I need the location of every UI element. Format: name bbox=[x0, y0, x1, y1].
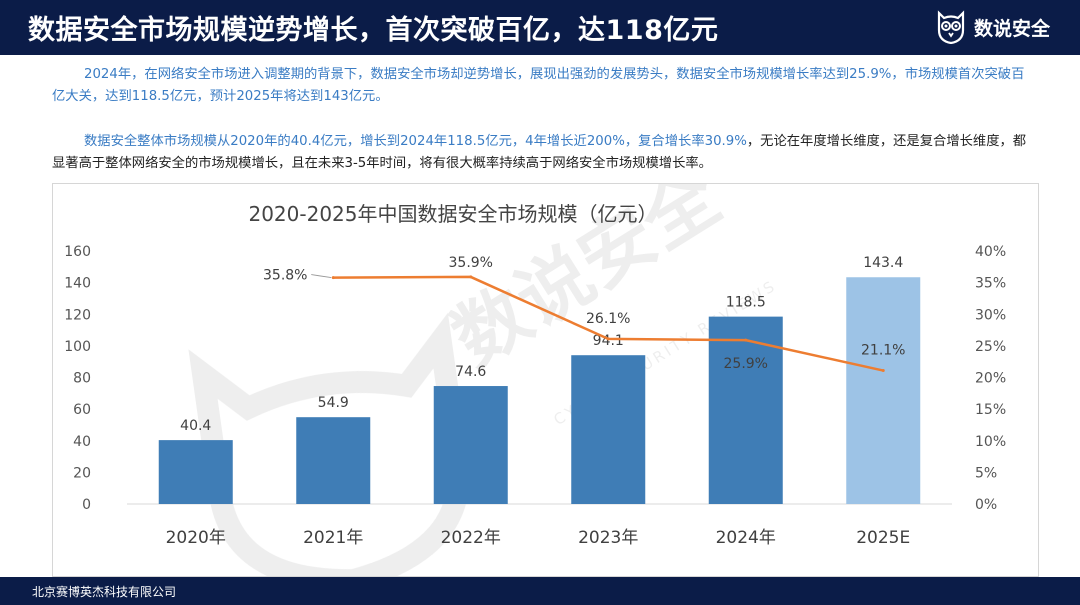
growth-rate-point bbox=[606, 337, 610, 341]
y2-tick-label: 30% bbox=[975, 307, 1006, 323]
bar bbox=[296, 417, 371, 504]
header-bar: 数据安全市场规模逆势增长，首次突破百亿，达118亿元 数说安全 bbox=[0, 0, 1080, 55]
bar-series bbox=[158, 277, 921, 504]
bar bbox=[846, 277, 921, 504]
y-tick-label: 160 bbox=[64, 244, 91, 260]
x-tick-label: 2025E bbox=[856, 528, 910, 548]
growth-rate-label: 25.9% bbox=[724, 356, 768, 372]
y2-tick-label: 0% bbox=[975, 497, 997, 513]
growth-rate-point bbox=[744, 338, 748, 342]
bar-value-label: 143.4 bbox=[863, 255, 903, 271]
bar-value-label: 54.9 bbox=[318, 395, 349, 411]
bar-value-label: 94.1 bbox=[593, 333, 624, 349]
y-tick-label: 60 bbox=[73, 402, 91, 418]
growth-rate-label: 35.9% bbox=[449, 255, 493, 271]
y-tick-label: 0 bbox=[82, 497, 91, 513]
bar-value-label: 74.6 bbox=[455, 364, 486, 380]
watermark: 数说安全 CYBERSECURITY REVIEWS bbox=[188, 153, 780, 592]
y-tick-label: 80 bbox=[73, 371, 91, 387]
y2-tick-label: 10% bbox=[975, 434, 1006, 450]
owl-logo-icon bbox=[937, 10, 965, 44]
x-tick-label: 2022年 bbox=[441, 528, 501, 548]
chart-panel: 数说安全 CYBERSECURITY REVIEWS 2020-2025年中国数… bbox=[52, 153, 1039, 592]
growth-rate-label: 26.1% bbox=[586, 311, 630, 327]
page-title: 数据安全市场规模逆势增长，首次突破百亿，达118亿元 bbox=[28, 15, 719, 46]
summary-paragraph: 数据安全整体市场规模从2020年的40.4亿元，增长到2024年118.5亿元，… bbox=[52, 131, 1037, 175]
y-tick-label: 20 bbox=[73, 465, 91, 481]
growth-rate-point bbox=[881, 369, 885, 373]
x-tick-label: 2020年 bbox=[166, 528, 226, 548]
summary-highlight: 数据安全整体市场规模从2020年的40.4亿元，增长到2024年118.5亿元，… bbox=[84, 134, 747, 149]
footer-company: 北京赛博英杰科技有限公司 bbox=[32, 585, 177, 599]
right-axis: 0% 5% 10% 15% 20% 25% 30% 35% 40% bbox=[975, 244, 1006, 513]
y2-tick-label: 5% bbox=[975, 465, 997, 481]
y2-tick-label: 40% bbox=[975, 244, 1006, 260]
bar-value-label: 40.4 bbox=[180, 418, 211, 434]
summary-rest: ，无论在年度增长维度，还是复合增长维度，都显著高于整体网络安全的市场规模增长，且… bbox=[52, 134, 1027, 171]
y2-tick-label: 20% bbox=[975, 371, 1006, 387]
label-leader-line bbox=[311, 274, 332, 279]
y2-tick-label: 25% bbox=[975, 339, 1006, 355]
growth-rate-point bbox=[469, 275, 473, 279]
brand-name: 数说安全 bbox=[973, 17, 1050, 40]
x-axis-labels: 2020年 2021年 2022年 2023年 2024年 2025E bbox=[166, 528, 911, 548]
footer-bar: 北京赛博英杰科技有限公司 bbox=[0, 577, 1080, 605]
y-tick-label: 120 bbox=[64, 307, 91, 323]
watermark-owl-icon bbox=[188, 312, 470, 592]
y-tick-label: 140 bbox=[64, 276, 91, 292]
growth-rate-series bbox=[331, 275, 885, 373]
x-tick-label: 2021年 bbox=[303, 528, 363, 548]
bar bbox=[158, 440, 233, 504]
growth-rate-label: 21.1% bbox=[861, 343, 905, 359]
x-tick-label: 2024年 bbox=[716, 528, 776, 548]
intro-paragraph: 2024年，在网络安全市场进入调整期的背景下，数据安全市场却逆势增长，展现出强劲… bbox=[52, 64, 1037, 108]
y-tick-label: 100 bbox=[64, 339, 91, 355]
bar bbox=[571, 355, 646, 504]
x-tick-label: 2023年 bbox=[578, 528, 638, 548]
growth-rate-point bbox=[331, 276, 335, 280]
growth-rate-label: 35.8% bbox=[263, 268, 307, 284]
y2-tick-label: 15% bbox=[975, 402, 1006, 418]
bar-value-label: 118.5 bbox=[726, 295, 766, 311]
bar bbox=[708, 316, 783, 504]
growth-rate-labels: 35.8% 35.9% 26.1% 25.9% 21.1% bbox=[263, 255, 905, 372]
brand-logo: 数说安全 bbox=[936, 9, 1050, 45]
y2-tick-label: 35% bbox=[975, 276, 1006, 292]
left-axis: 0 20 40 60 80 100 120 140 160 bbox=[64, 244, 91, 513]
chart-title: 2020-2025年中国数据安全市场规模（亿元） bbox=[248, 202, 657, 226]
market-size-chart: 数说安全 CYBERSECURITY REVIEWS 2020-2025年中国数… bbox=[64, 153, 1006, 592]
bar-labels: 40.4 54.9 74.6 94.1 118.5 143.4 bbox=[180, 255, 903, 434]
y-tick-label: 40 bbox=[73, 434, 91, 450]
bar bbox=[433, 386, 508, 504]
intro-text: 2024年，在网络安全市场进入调整期的背景下，数据安全市场却逆势增长，展现出强劲… bbox=[52, 67, 1025, 104]
